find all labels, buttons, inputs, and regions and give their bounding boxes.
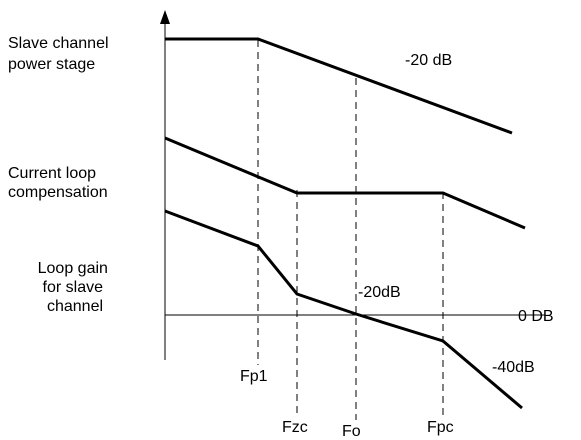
fzc-label: Fzc — [282, 419, 308, 436]
fpc-label: Fpc — [427, 419, 454, 436]
power-stage-slope-label: -20 dB — [405, 52, 452, 69]
zero-db-label: 0 DB — [518, 308, 554, 325]
power-stage-curve — [165, 37, 513, 135]
vertical-axis-arrow — [160, 10, 170, 24]
current-loop-comp-label: Current loop compensation — [8, 165, 108, 201]
loop-gain-slave-label: Loop gain for slave channel — [38, 260, 113, 315]
loop-gain-high-slope-label: -40dB — [492, 359, 535, 376]
loop-gain-curve — [164, 209, 523, 410]
fp1-label: Fp1 — [240, 368, 268, 385]
current-loop-curve — [164, 136, 526, 230]
fo-label: Fo — [342, 423, 361, 440]
slave-power-stage-label: Slave channel power stage — [8, 35, 113, 73]
loop-gain-mid-slope-label: -20dB — [358, 284, 401, 301]
